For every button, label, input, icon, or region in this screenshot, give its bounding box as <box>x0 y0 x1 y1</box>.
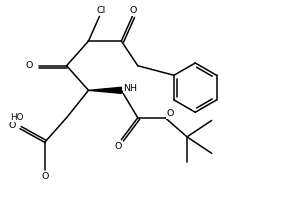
Text: O: O <box>42 172 49 181</box>
Text: O: O <box>115 142 122 151</box>
Text: Cl: Cl <box>96 6 105 15</box>
Text: O: O <box>167 109 174 118</box>
Text: O: O <box>25 61 33 70</box>
Polygon shape <box>89 87 121 93</box>
Text: NH: NH <box>123 84 137 93</box>
Text: O: O <box>9 121 16 131</box>
Text: HO: HO <box>11 113 24 122</box>
Text: O: O <box>130 6 137 16</box>
